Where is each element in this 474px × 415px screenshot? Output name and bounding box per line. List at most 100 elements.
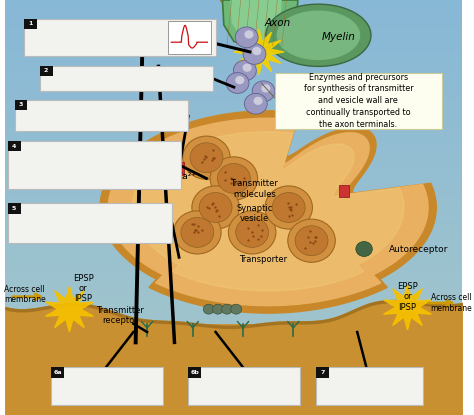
Bar (5, 287, 462, 290)
Circle shape (295, 226, 328, 256)
Circle shape (245, 93, 267, 114)
FancyBboxPatch shape (188, 367, 300, 405)
Bar (5, 273, 462, 277)
Polygon shape (220, 0, 302, 50)
Bar (5, 405, 462, 408)
Polygon shape (0, 324, 133, 374)
Circle shape (252, 81, 275, 102)
Circle shape (236, 217, 269, 247)
Bar (5, 322, 462, 325)
Bar (5, 117, 462, 121)
Text: Enzymes and precursors
for synthesis of transmitter
and vesicle wall are
continu: Enzymes and precursors for synthesis of … (303, 73, 413, 129)
Bar (5, 169, 462, 173)
Polygon shape (132, 132, 404, 291)
Bar (5, 324, 462, 415)
Bar (5, 218, 462, 221)
Bar (5, 401, 462, 405)
Circle shape (272, 193, 305, 222)
Text: 3: 3 (19, 102, 23, 107)
Bar (5, 308, 462, 311)
FancyBboxPatch shape (168, 21, 211, 54)
Bar (5, 183, 462, 187)
FancyBboxPatch shape (8, 141, 20, 151)
Bar (5, 335, 462, 339)
FancyBboxPatch shape (339, 185, 349, 197)
Circle shape (203, 304, 214, 314)
Bar (5, 256, 462, 259)
Text: Across cell
membrane: Across cell membrane (430, 293, 472, 312)
Bar (5, 21, 462, 24)
Bar (5, 142, 462, 145)
Text: 2: 2 (44, 68, 48, 73)
Text: 5: 5 (12, 206, 16, 211)
Bar (5, 339, 462, 342)
Bar (5, 211, 462, 215)
Circle shape (252, 47, 261, 55)
FancyBboxPatch shape (24, 19, 36, 29)
FancyBboxPatch shape (188, 367, 201, 378)
Bar (5, 66, 462, 69)
Bar (5, 52, 462, 55)
Bar (5, 384, 462, 387)
Bar (5, 283, 462, 287)
Bar (5, 315, 462, 318)
Bar (5, 173, 462, 176)
Bar (5, 194, 462, 197)
Bar (5, 166, 462, 169)
Bar (5, 294, 462, 298)
Bar (5, 232, 462, 235)
Bar (5, 138, 462, 142)
Circle shape (228, 211, 276, 254)
FancyBboxPatch shape (8, 141, 182, 189)
Polygon shape (100, 111, 436, 313)
Circle shape (245, 30, 254, 39)
Bar (5, 228, 462, 232)
Circle shape (288, 219, 335, 262)
Bar (5, 59, 462, 62)
Circle shape (221, 304, 233, 314)
Bar (5, 215, 462, 218)
Bar (5, 225, 462, 228)
Bar (5, 363, 462, 366)
Circle shape (243, 44, 266, 64)
Circle shape (199, 193, 232, 222)
FancyBboxPatch shape (15, 100, 188, 131)
Bar (5, 3, 462, 7)
Bar (5, 149, 462, 152)
Bar (5, 235, 462, 239)
Text: 6b: 6b (190, 370, 199, 375)
Bar (5, 7, 462, 10)
Bar (5, 356, 462, 360)
Bar (5, 176, 462, 180)
Circle shape (173, 211, 221, 254)
Bar (5, 31, 462, 34)
Bar (5, 163, 462, 166)
Bar (5, 111, 462, 114)
Bar (5, 128, 462, 132)
Bar (5, 132, 462, 135)
Circle shape (181, 217, 214, 247)
Circle shape (261, 84, 271, 93)
Bar (5, 381, 462, 384)
Bar (5, 370, 462, 374)
Bar (5, 97, 462, 100)
Text: 7: 7 (320, 370, 325, 375)
Polygon shape (108, 118, 428, 305)
Bar (5, 145, 462, 149)
FancyBboxPatch shape (275, 73, 442, 129)
Bar (5, 277, 462, 280)
Bar (5, 239, 462, 242)
Bar (5, 93, 462, 97)
Bar (5, 38, 462, 42)
FancyBboxPatch shape (173, 162, 183, 175)
Bar (5, 187, 462, 190)
Text: Ca²⁺: Ca²⁺ (176, 172, 196, 181)
Bar (5, 156, 462, 159)
Circle shape (192, 186, 239, 229)
Bar (5, 55, 462, 59)
Bar (5, 42, 462, 45)
Bar (5, 121, 462, 124)
Bar (5, 249, 462, 252)
Bar (5, 242, 462, 246)
Bar (5, 28, 462, 31)
